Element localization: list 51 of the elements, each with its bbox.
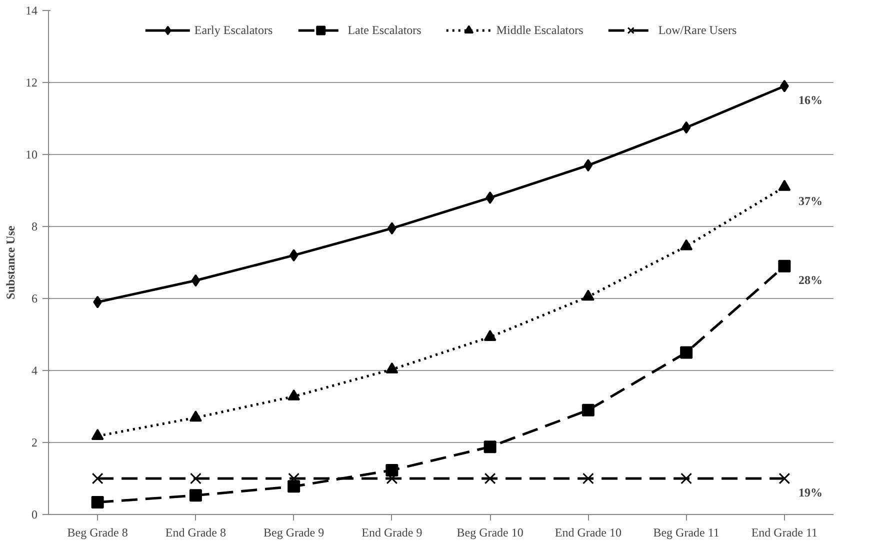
x-tick-label: Beg Grade 8 bbox=[67, 526, 128, 540]
point bbox=[288, 480, 300, 493]
legend-label: Late Escalators bbox=[348, 22, 422, 38]
point bbox=[92, 472, 104, 484]
point bbox=[484, 330, 496, 341]
y-tick-label: 12 bbox=[26, 76, 38, 90]
point bbox=[584, 159, 593, 172]
x-tick-label: End Grade 8 bbox=[165, 526, 226, 540]
legend-label: Middle Escalators bbox=[496, 22, 584, 38]
x-tick-label: End Grade 10 bbox=[554, 526, 622, 540]
point bbox=[189, 410, 202, 422]
x-tick-label: Beg Grade 11 bbox=[653, 526, 720, 540]
y-tick-label: 2 bbox=[32, 436, 38, 450]
y-axis-title: Substance Use bbox=[4, 224, 18, 300]
point bbox=[778, 260, 791, 272]
legend-label: Low/Rare Users bbox=[658, 22, 737, 38]
point bbox=[778, 180, 791, 191]
y-tick-label: 8 bbox=[32, 220, 38, 234]
annotation: 19% bbox=[798, 486, 822, 500]
point bbox=[190, 472, 202, 484]
point bbox=[582, 404, 594, 416]
y-tick-label: 14 bbox=[26, 4, 38, 18]
point bbox=[582, 472, 594, 484]
point bbox=[91, 496, 104, 509]
point bbox=[288, 389, 300, 400]
annotation: 16% bbox=[798, 93, 822, 108]
x-tick-label: Beg Grade 10 bbox=[456, 526, 524, 540]
point bbox=[484, 440, 496, 454]
y-tick-label: 6 bbox=[32, 292, 38, 306]
y-tick-label: 4 bbox=[32, 364, 38, 378]
point bbox=[191, 274, 200, 287]
point bbox=[386, 464, 398, 476]
point bbox=[680, 239, 693, 250]
point bbox=[680, 472, 692, 484]
point bbox=[91, 428, 104, 440]
x-tick-label: Beg Grade 9 bbox=[263, 526, 324, 540]
y-tick-label: 10 bbox=[26, 148, 38, 162]
point bbox=[682, 121, 691, 134]
point bbox=[582, 290, 594, 301]
y-tick-label: 0 bbox=[32, 508, 38, 522]
x-tick-label: End Grade 9 bbox=[362, 526, 422, 540]
point bbox=[289, 249, 298, 262]
point bbox=[189, 489, 202, 502]
legend-label: Early Escalators bbox=[194, 22, 273, 38]
annotation: 37% bbox=[798, 194, 822, 208]
point bbox=[778, 472, 790, 484]
x-tick-label: End Grade 11 bbox=[751, 526, 818, 540]
point bbox=[680, 346, 693, 359]
point bbox=[386, 362, 398, 374]
point bbox=[484, 472, 496, 484]
annotation: 28% bbox=[798, 273, 822, 288]
